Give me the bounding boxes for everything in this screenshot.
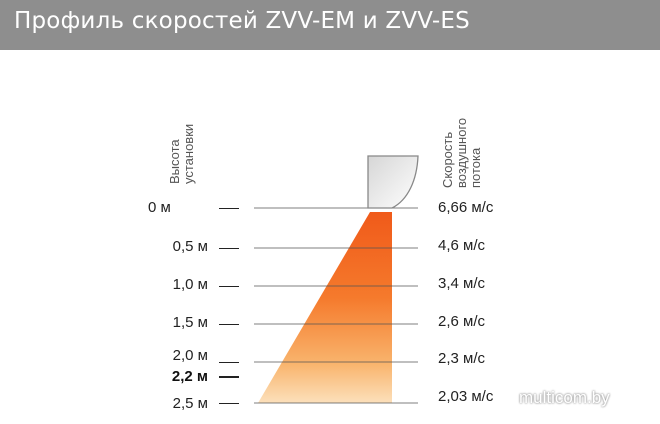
height-tick [219,362,239,363]
air-curtain-device-icon [367,155,419,209]
height-tick [219,248,239,249]
speed-label: 2,03 м/с [438,388,494,405]
speed-label: 2,3 м/с [438,350,485,367]
height-tick [219,403,239,404]
air-flow-cone [258,212,392,403]
height-label: 1,0 м [172,276,208,293]
height-label: 2,2 м [171,368,208,385]
height-tick [219,324,239,325]
height-label: 0,5 м [172,238,208,255]
page-title: Профиль скоростей ZVV-EM и ZVV-ES [14,8,470,34]
header-bar: Профиль скоростей ZVV-EM и ZVV-ES [0,0,660,50]
height-tick [219,286,239,287]
height-label: 0 м [148,199,171,216]
height-label: 2,5 м [172,395,208,412]
watermark: multicom.by [519,388,610,407]
speed-label: 2,6 м/с [438,313,485,330]
height-label: 1,5 м [172,314,208,331]
speed-label: 3,4 м/с [438,275,485,292]
speed-label: 6,66 м/с [438,199,494,216]
height-tick [219,208,239,209]
speed-label: 4,6 м/с [438,237,485,254]
height-label: 2,0 м [172,347,208,364]
height-tick [219,376,239,378]
guide-lines [254,207,418,404]
